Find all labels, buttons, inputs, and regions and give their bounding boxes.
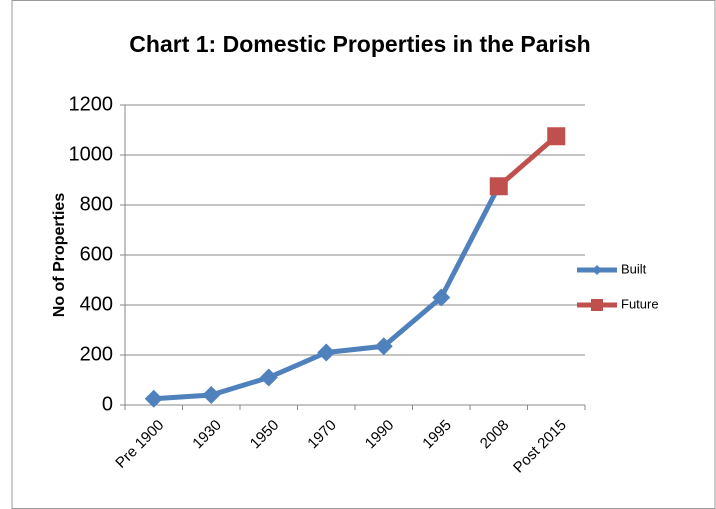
legend-label: Future [621, 296, 659, 311]
y-tick-label: 1200 [69, 93, 114, 115]
x-tick-label: Post 2015 [510, 417, 570, 477]
y-tick-label: 0 [102, 393, 113, 415]
marker [202, 386, 221, 404]
series-line [497, 134, 558, 189]
marker [317, 343, 336, 362]
x-tick-label: 1950 [247, 417, 283, 453]
legend-marker [592, 265, 602, 275]
marker [489, 177, 508, 196]
y-tick-label: 200 [80, 343, 113, 365]
marker [547, 127, 566, 146]
y-tick-label: 600 [80, 243, 113, 265]
marker [432, 288, 451, 307]
legend-label: Built [621, 261, 647, 276]
x-tick-label: 2008 [477, 417, 513, 453]
marker [374, 337, 393, 356]
x-tick-label: 1930 [189, 417, 225, 453]
x-tick-label: 1990 [362, 417, 398, 453]
x-tick-label: Pre 1900 [112, 417, 167, 472]
marker [259, 368, 278, 387]
chart-title: Chart 1: Domestic Properties in the Pari… [129, 31, 590, 57]
x-tick-label: 1995 [419, 417, 455, 453]
y-tick-label: 800 [80, 193, 113, 215]
legend-marker [591, 299, 603, 311]
series-line [153, 185, 501, 402]
y-axis-label: No of Properties [51, 193, 68, 318]
x-tick-label: 1970 [304, 417, 340, 453]
y-tick-label: 400 [80, 293, 113, 315]
marker [144, 389, 163, 408]
y-tick-label: 1000 [69, 143, 114, 165]
